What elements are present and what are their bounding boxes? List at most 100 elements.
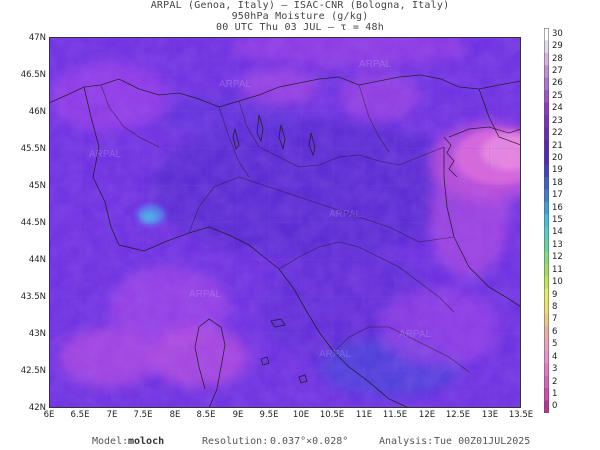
lat-label: 46N <box>28 107 46 117</box>
analysis-value: Tue 00Z01JUL2025 <box>434 436 531 447</box>
watermark-group: ARPAL ARPAL ARPAL ARPAL ARPAL ARPAL ARPA… <box>89 59 431 360</box>
colorbar-label: 6 <box>552 326 558 337</box>
colorbar-swatch <box>544 276 549 290</box>
colorbar-label: 18 <box>552 177 563 188</box>
title-line2: 950hPa Moisture (g/kg) <box>231 11 369 22</box>
lon-label: 9.5E <box>259 410 279 420</box>
colorbar-label: 30 <box>552 28 563 39</box>
colorbar-swatch <box>544 226 549 240</box>
colorbar-label: 20 <box>552 152 563 163</box>
watermark: ARPAL <box>329 209 361 220</box>
colorbar-swatch <box>544 363 549 377</box>
colorbar-label: 26 <box>552 78 563 89</box>
colorbar-label: 5 <box>552 339 558 350</box>
lon-label: 9E <box>232 410 244 420</box>
colorbar-swatch <box>544 313 549 327</box>
colorbar-label: 29 <box>552 41 563 52</box>
colorbar-label: 16 <box>552 202 563 213</box>
colorbar-label: 10 <box>552 277 563 288</box>
lon-label: 12.5E <box>445 410 471 420</box>
colorbar-label: 12 <box>552 252 563 263</box>
colorbar-label: 9 <box>552 289 558 300</box>
colorbar-swatch <box>544 52 549 66</box>
lon-label: 6.5E <box>70 410 90 420</box>
colorbar-swatch <box>544 263 549 277</box>
colorbar-label: 14 <box>552 227 563 238</box>
colorbar-swatch <box>544 388 549 402</box>
resolution-value: 0.037°×0.028° <box>270 436 349 447</box>
colorbar-swatch <box>544 28 549 41</box>
lat-label: 44N <box>28 255 46 265</box>
colorbar-label: 2 <box>552 376 558 387</box>
colorbar-swatch <box>544 201 549 215</box>
lon-label: 6E <box>43 410 55 420</box>
colorbar-swatch <box>544 400 549 413</box>
colorbar-swatch <box>544 114 549 128</box>
colorbar-swatch <box>544 301 549 315</box>
colorbar-swatch <box>544 177 549 190</box>
lon-label: 12E <box>418 410 436 420</box>
map-frame <box>49 37 521 408</box>
colorbar-label: 24 <box>552 103 563 114</box>
colorbar-label: 19 <box>552 165 563 176</box>
lon-label: 10.5E <box>319 410 345 420</box>
lat-label: 42.5N <box>20 366 46 376</box>
colorbar-label: 21 <box>552 140 563 151</box>
colorbar-swatch <box>544 65 549 79</box>
colorbar-label: 17 <box>552 190 563 201</box>
lon-label: 10E <box>292 410 310 420</box>
borders <box>49 74 521 408</box>
colorbar-swatch <box>544 152 549 166</box>
title-line3: 00 UTC Thu 03 JUL — τ = 48h <box>216 22 384 33</box>
lat-label: 45N <box>28 181 46 191</box>
colorbar-swatch <box>544 375 549 389</box>
analysis-label: Analysis: <box>379 436 434 447</box>
colorbar-label: 4 <box>552 351 558 362</box>
model-value: moloch <box>128 436 165 447</box>
colorbar-swatch <box>544 77 549 91</box>
colorbar-label: 23 <box>552 115 563 126</box>
moisture-map[interactable]: ARPAL ARPAL ARPAL ARPAL ARPAL ARPAL ARPA… <box>49 37 521 408</box>
lat-label: 44.5N <box>20 218 46 228</box>
lon-label: 13E <box>481 410 499 420</box>
colorbar-swatch <box>544 139 549 153</box>
lon-label: 7E <box>106 410 118 420</box>
colorbar-label: 25 <box>552 90 563 101</box>
colorbar-swatch <box>544 40 549 54</box>
watermark: ARPAL <box>189 289 221 300</box>
colorbar-label: 11 <box>552 264 563 275</box>
lon-label: 7.5E <box>133 410 153 420</box>
colorbar-label: 28 <box>552 53 563 64</box>
colorbar-swatch <box>544 350 549 364</box>
lat-label: 43.5N <box>20 292 46 302</box>
colorbar-label: 8 <box>552 301 558 312</box>
colorbar-swatch <box>544 251 549 265</box>
model-label: Model: <box>92 436 129 447</box>
colorbar-swatch <box>544 214 549 228</box>
colorbar-label: 27 <box>552 66 563 76</box>
lon-label: 11E <box>355 410 373 420</box>
colorbar-label: 3 <box>552 364 558 374</box>
watermark: ARPAL <box>89 149 121 160</box>
watermark: ARPAL <box>399 329 431 340</box>
colorbar-swatch <box>544 189 549 203</box>
colorbar-label: 7 <box>552 314 558 325</box>
colorbar-label: 0 <box>552 401 558 412</box>
watermark: ARPAL <box>219 79 251 90</box>
resolution-label: Resolution: <box>202 436 269 447</box>
lat-label: 45.5N <box>20 144 46 154</box>
colorbar-swatch <box>544 102 549 116</box>
colorbar-frame <box>544 28 549 413</box>
lon-label: 13.5E <box>508 410 534 420</box>
lon-label: 11.5E <box>382 410 408 420</box>
colorbar-swatch <box>544 288 549 302</box>
colorbar-swatch <box>544 326 549 339</box>
lat-label: 42N <box>28 403 46 413</box>
colorbar-swatch <box>544 127 549 141</box>
colorbar-label: 22 <box>552 128 563 139</box>
lat-label: 43N <box>28 329 46 339</box>
graticule <box>49 37 521 408</box>
footer: Model: moloch Resolution: 0.037°×0.028° … <box>0 436 600 450</box>
watermark: ARPAL <box>359 59 391 70</box>
colorbar-swatch <box>544 338 549 352</box>
